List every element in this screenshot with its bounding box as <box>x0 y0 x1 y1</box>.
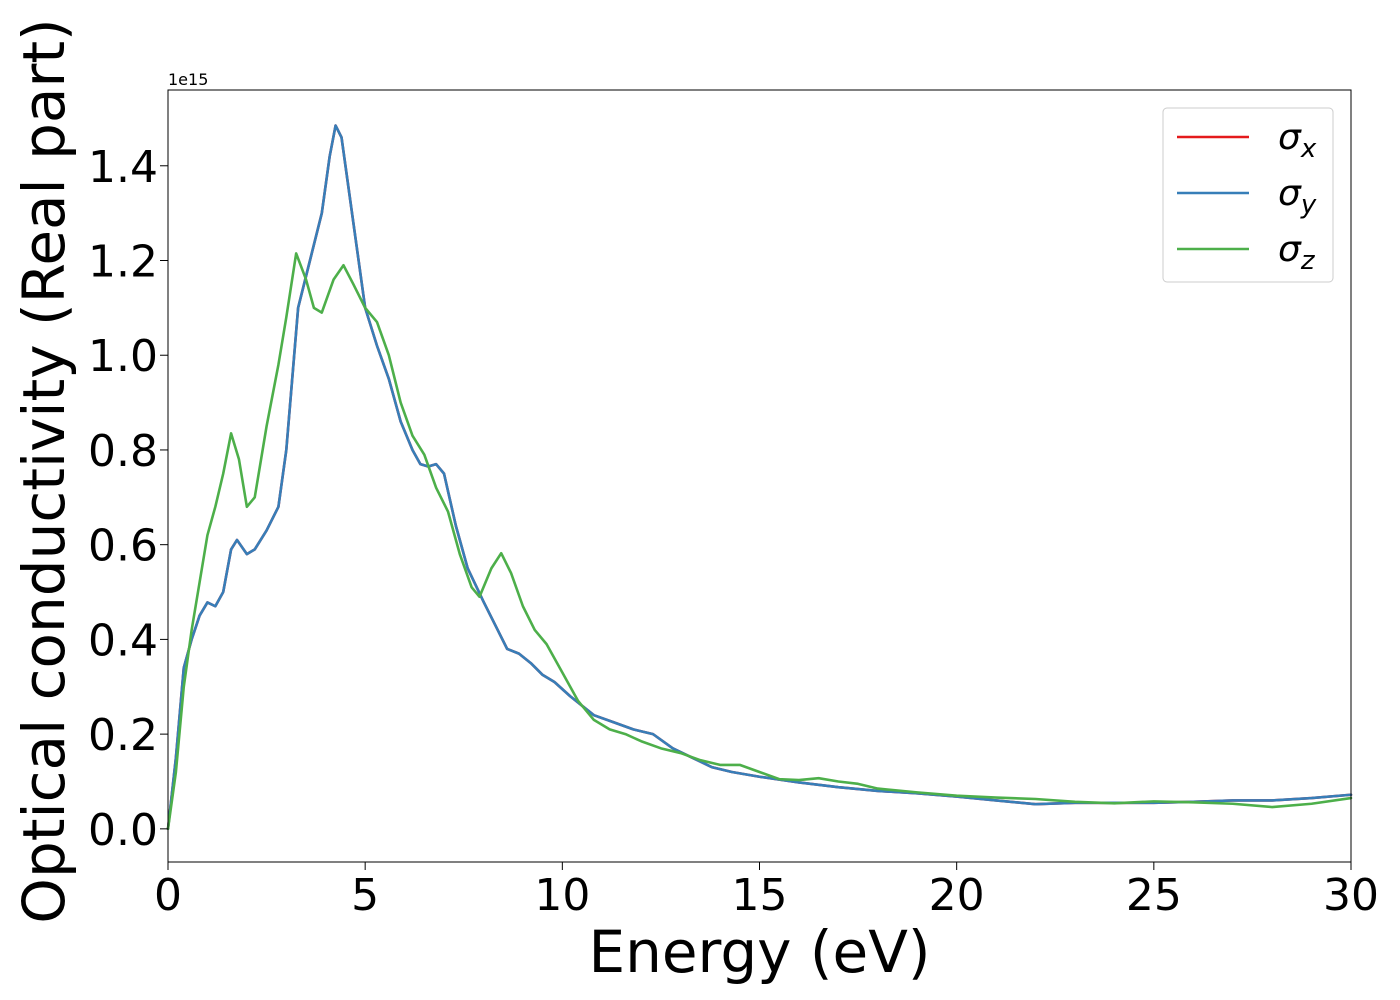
y-axis: 0.0 0.2 0.4 0.6 0.8 1.0 1.2 1.4 <box>88 142 168 856</box>
legend-label-z: σz <box>1278 229 1316 276</box>
x-tick-label: 25 <box>1126 870 1182 921</box>
y-tick-label: 0.8 <box>88 426 158 477</box>
y-tick-label: 0.0 <box>88 805 158 856</box>
x-tick-label: 10 <box>534 870 590 921</box>
y-tick-label: 1.4 <box>88 142 158 193</box>
y-tick-label: 0.6 <box>88 521 158 572</box>
series-line-z <box>166 252 1353 831</box>
legend: σx σy σz <box>1162 107 1334 283</box>
y-offset-label: 1e15 <box>168 70 208 89</box>
x-tick-label: 15 <box>732 870 788 921</box>
x-tick-label: 0 <box>154 870 182 921</box>
x-axis: 0 5 10 15 20 25 30 <box>154 862 1379 921</box>
legend-label-y: σy <box>1278 173 1317 220</box>
y-tick-label: 1.0 <box>88 331 158 382</box>
y-tick-label: 0.4 <box>88 615 158 666</box>
x-axis-title: Energy (eV) <box>588 918 930 986</box>
y-tick-label: 0.2 <box>88 710 158 761</box>
y-axis-title: Optical conductivity (Real part) <box>10 18 78 923</box>
x-tick-label: 20 <box>929 870 985 921</box>
x-tick-label: 30 <box>1323 870 1379 921</box>
x-tick-label: 5 <box>351 870 379 921</box>
y-tick-label: 1.2 <box>88 237 158 288</box>
legend-box <box>1162 107 1334 283</box>
legend-label-x: σx <box>1278 117 1317 164</box>
series-layer <box>166 124 1353 831</box>
